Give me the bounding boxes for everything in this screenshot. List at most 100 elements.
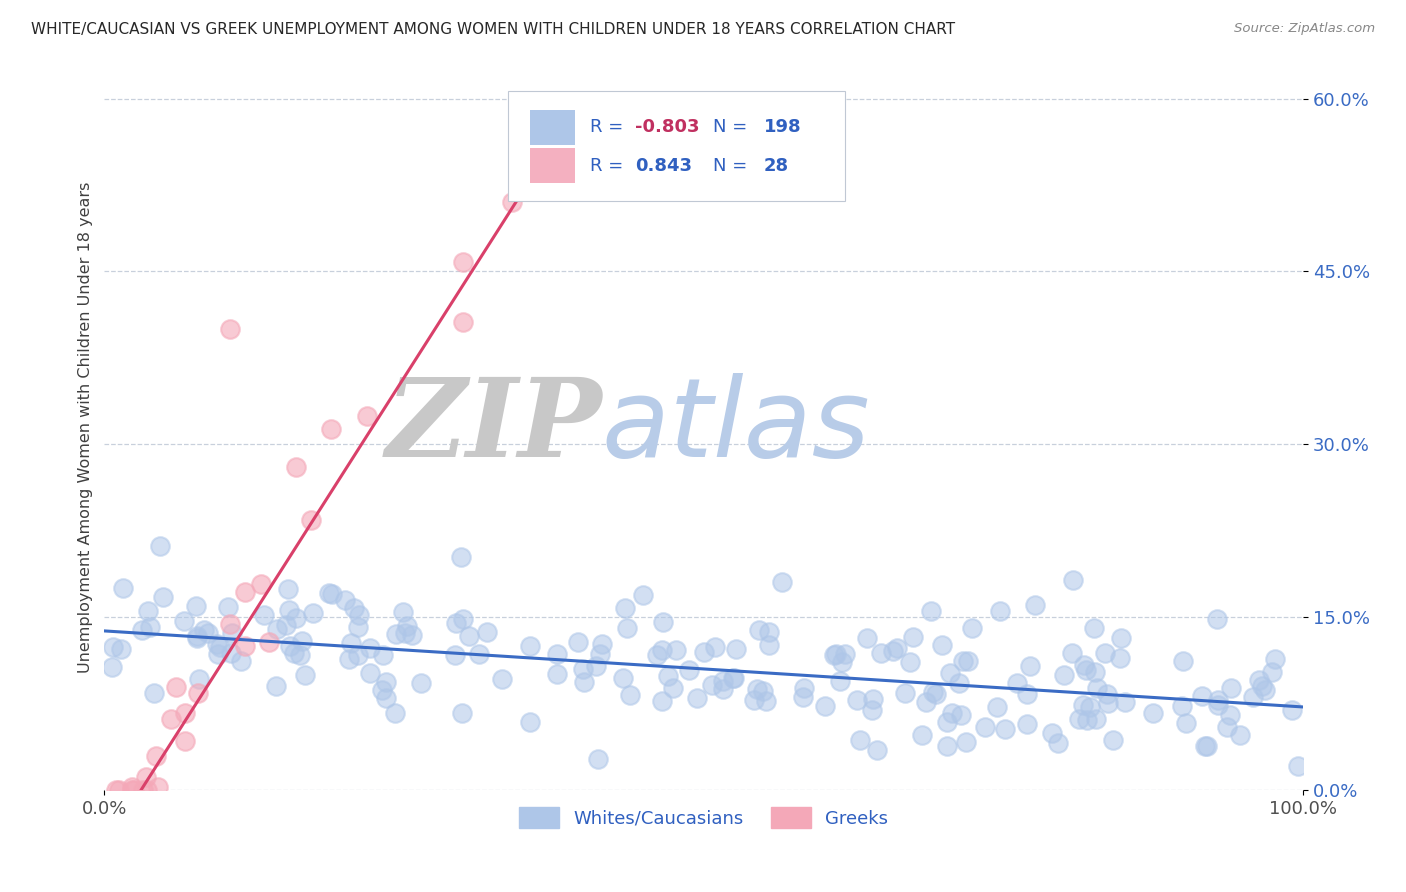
Point [148,780,170,794]
Point [101,640,124,654]
Point [1220,681,1243,695]
Point [131,624,153,638]
Point [221,626,243,640]
Point [173,615,195,629]
Point [1174,715,1197,730]
Point [1085,681,1108,696]
Point [519,714,541,729]
Point [721,671,744,685]
Point [186,599,208,614]
Point [187,685,209,699]
Point [276,618,298,632]
Point [121,780,143,795]
Point [994,723,1017,737]
Point [723,671,745,685]
Point [860,703,883,717]
Point [825,647,848,661]
Point [1084,665,1107,679]
Point [219,646,242,660]
Point [373,648,395,662]
Point [257,635,280,649]
Point [950,708,973,723]
Point [1019,659,1042,673]
Point [384,706,406,720]
Point [1229,728,1251,742]
Point [409,675,432,690]
Point [174,706,197,720]
Point [792,690,814,705]
Point [139,620,162,634]
Point [359,665,381,680]
Point [135,770,157,784]
Point [356,409,378,424]
Point [1286,759,1309,773]
Point [1281,703,1303,717]
Text: R =: R = [591,157,628,175]
Point [585,659,607,673]
Point [294,667,316,681]
Point [651,694,673,708]
Point [110,642,132,657]
Point [657,668,679,682]
Text: R =: R = [591,119,628,136]
Point [1076,713,1098,727]
Point [1069,712,1091,726]
Point [830,674,852,689]
Point [339,636,361,650]
Point [742,692,765,706]
Point [813,699,835,714]
Point [748,623,770,637]
Point [1219,707,1241,722]
Point [501,195,523,210]
Point [755,694,778,708]
Point [1084,712,1107,726]
Point [375,674,398,689]
Point [612,671,634,685]
Point [1254,683,1277,698]
Point [1074,663,1097,677]
Point [856,632,879,646]
Point [572,663,595,677]
Point [662,681,685,696]
Point [1017,717,1039,731]
Text: 0.843: 0.843 [636,157,692,175]
Point [589,647,612,661]
Point [1206,612,1229,626]
Point [572,674,595,689]
Point [347,648,370,663]
Point [894,686,917,700]
Point [1173,654,1195,668]
Point [1060,646,1083,660]
Point [277,582,299,596]
Point [333,592,356,607]
Point [131,783,153,797]
Point [519,639,541,653]
Point [443,648,465,662]
Point [249,576,271,591]
Point [253,608,276,623]
Point [652,615,675,630]
Point [1005,676,1028,690]
Point [713,673,735,688]
Point [936,739,959,753]
Point [711,682,734,697]
Point [475,625,498,640]
Point [955,734,977,748]
Point [1083,621,1105,635]
Point [444,616,467,631]
Point [665,643,688,657]
Point [217,600,239,615]
Legend: Whites/Caucasians, Greeks: Whites/Caucasians, Greeks [512,800,896,835]
Point [823,648,845,662]
Point [360,641,382,656]
Point [962,621,984,635]
Point [952,654,974,668]
Point [343,601,366,615]
Point [299,513,322,527]
Point [451,255,474,269]
Point [1094,646,1116,660]
Point [1241,690,1264,705]
Point [1101,732,1123,747]
Point [901,630,924,644]
Point [337,652,360,666]
